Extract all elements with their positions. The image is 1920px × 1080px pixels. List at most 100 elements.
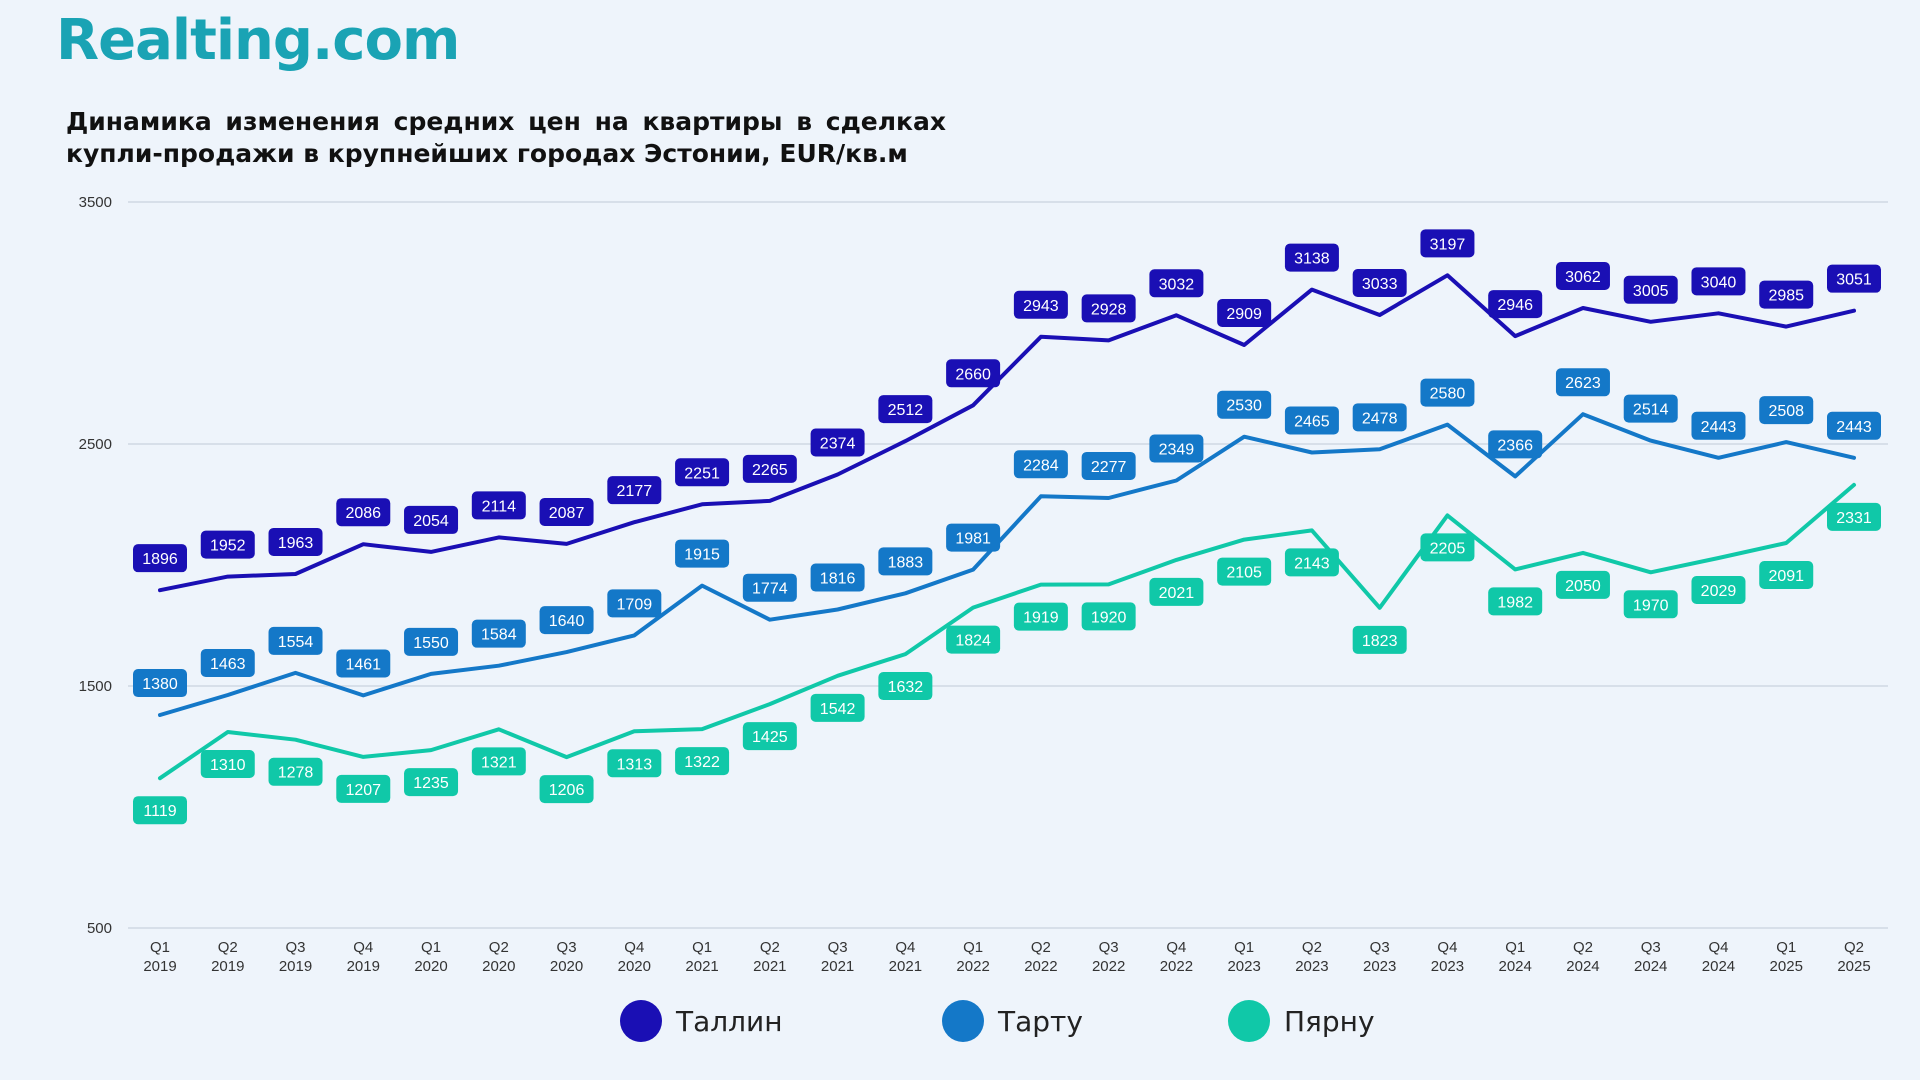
data-label-text: 2443 [1701,419,1737,436]
x-tick-label: 2023 [1431,958,1464,975]
data-label: 1824 [946,625,1001,654]
data-label: 1550 [404,627,459,656]
data-label: 1322 [675,747,730,776]
data-label: 2177 [607,476,662,505]
legend-item-tallinn: Таллин [620,1000,783,1042]
x-tick-label: Q1 [963,939,983,956]
data-label-box [742,573,797,602]
x-tick-label: Q1 [1505,939,1525,956]
data-label-box [742,722,797,751]
data-label-text: 3138 [1294,251,1330,268]
data-label-box [200,749,255,778]
data-label-box [1691,267,1746,296]
data-label-text: 1982 [1497,594,1533,611]
data-label: 1952 [200,530,255,559]
data-label-box [404,505,459,534]
data-label-text: 2091 [1768,568,1804,585]
data-label-text: 1970 [1633,597,1669,614]
data-label: 2580 [1420,378,1475,407]
x-tick-label: Q3 [557,939,577,956]
x-tick-label: Q2 [489,939,509,956]
data-label-text: 2251 [684,465,720,482]
data-label-text: 1554 [278,634,314,651]
data-label-box [133,796,187,825]
x-tick-label: Q2 [1844,939,1864,956]
x-tick-label: Q3 [828,939,848,956]
data-label-box [1081,602,1136,631]
data-label-text: 2284 [1023,457,1059,474]
data-label: 2331 [1827,502,1881,531]
data-label: 3051 [1827,264,1881,293]
data-label-box [1420,229,1475,258]
data-label-text: 2478 [1362,410,1398,427]
x-tick-label: 2019 [211,958,244,975]
data-label-text: 2277 [1091,459,1127,476]
data-label: 2465 [1284,406,1339,435]
data-label: 1896 [133,544,187,573]
data-label-text: 2660 [955,366,991,383]
data-label-box [742,454,797,483]
data-label-box [878,547,933,576]
series-line-0 [158,273,1856,593]
data-label-box [404,627,459,656]
data-label: 2029 [1691,575,1746,604]
data-label: 1963 [268,527,323,556]
data-label: 2660 [946,359,1001,388]
x-tick-label: Q3 [1370,939,1390,956]
data-label-box [946,523,1001,552]
data-label: 3032 [1149,269,1204,298]
data-label-text: 2050 [1565,578,1601,595]
data-label-text: 2943 [1023,298,1059,315]
data-label: 2050 [1555,570,1610,599]
data-label: 2478 [1352,403,1407,432]
y-tick-label: 500 [87,920,112,937]
data-label: 2349 [1149,434,1204,463]
data-label-text: 1709 [617,596,653,613]
data-label-box [1217,299,1272,328]
x-tick-label: 2022 [1024,958,1057,975]
data-label-text: 3033 [1362,276,1398,293]
data-label-text: 2177 [617,483,653,500]
data-label-text: 1206 [549,782,585,799]
data-label: 2443 [1827,411,1881,440]
logo: Realting.com [56,8,460,73]
data-label-box [1420,378,1475,407]
data-label-box [1352,625,1407,654]
data-label-box [810,693,865,722]
data-label-box [607,476,662,505]
data-label-text: 1920 [1091,609,1127,626]
data-label-text: 1963 [278,535,314,552]
data-label: 3138 [1284,243,1339,272]
x-tick-label: 2023 [1363,958,1396,975]
data-label-text: 2029 [1701,583,1737,600]
data-label: 2087 [539,497,594,526]
x-tick-label: 2024 [1566,958,1599,975]
data-label: 2985 [1759,280,1814,309]
data-label-box [133,669,187,698]
x-tick-label: 2021 [821,958,854,975]
data-label-box [1488,430,1543,459]
data-label-text: 2331 [1836,510,1872,527]
data-label-text: 1896 [142,551,178,568]
data-label-text: 2928 [1091,301,1127,318]
data-label: 1207 [336,774,391,803]
x-tick-label: 2021 [685,958,718,975]
data-label: 1982 [1488,587,1543,616]
data-label-text: 1542 [820,701,856,718]
data-label: 2928 [1081,294,1136,323]
data-label: 2284 [1013,450,1068,479]
data-label: 1463 [200,648,255,677]
data-label-text: 1425 [752,729,788,746]
data-label: 2946 [1488,290,1543,319]
data-label-box [675,539,730,568]
data-label-box [810,428,865,457]
data-label-text: 1310 [210,757,246,774]
x-tick-label: 2021 [753,958,786,975]
data-label-box [1623,590,1678,619]
data-label-box [1352,269,1407,298]
data-label: 1970 [1623,590,1678,619]
x-tick-label: 2025 [1837,958,1870,975]
data-label-text: 1915 [684,547,720,564]
data-label: 2021 [1149,577,1204,606]
series-line-1 [158,412,1856,717]
